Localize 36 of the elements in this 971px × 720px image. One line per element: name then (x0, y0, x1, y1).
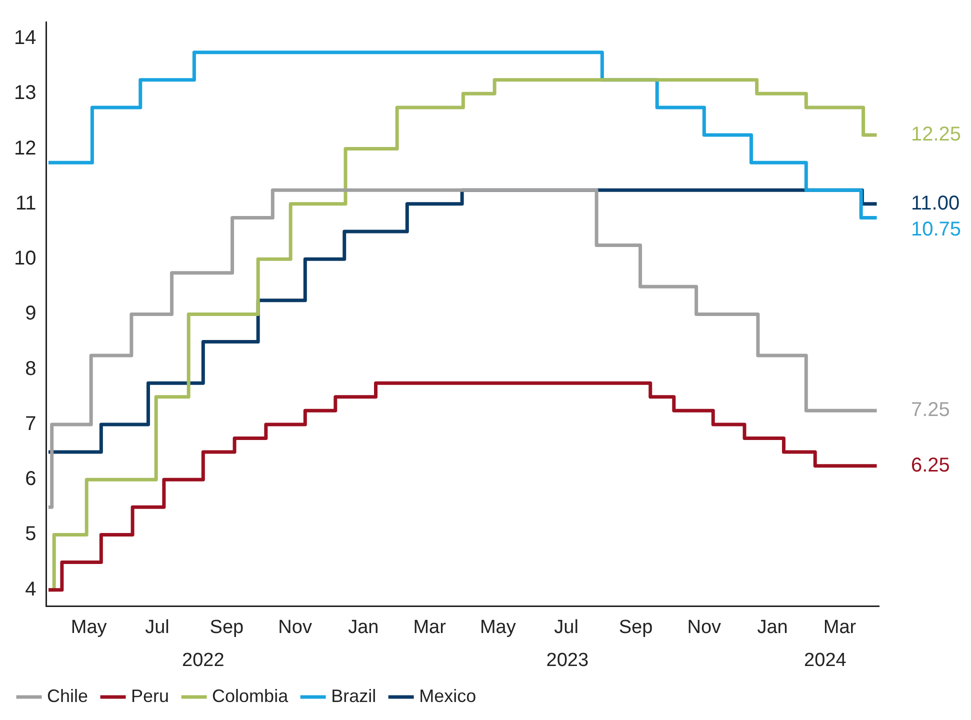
y-tick-label: 5 (25, 523, 36, 546)
x-tick-label: May (480, 617, 516, 638)
y-tick-label: 13 (14, 82, 36, 104)
x-tick-label: Nov (687, 617, 722, 638)
x-tick-label: Mar (823, 617, 857, 638)
legend-label: Colombia (212, 686, 290, 706)
x-tick-label: Jan (757, 617, 788, 638)
x2-tick-label: 2022 (182, 650, 224, 671)
legend-label: Peru (131, 686, 170, 706)
x-tick-label: Jul (554, 617, 578, 638)
data-label: 7.25 (911, 399, 950, 422)
x-tick-label: May (70, 617, 108, 638)
y-tick-label: 4 (25, 578, 36, 600)
y-tick-label: 8 (25, 358, 36, 380)
legend-label: Mexico (419, 686, 476, 706)
x-tick-label: Jul (145, 617, 170, 638)
y-tick-label: 9 (25, 302, 36, 325)
y-tick-label: 12 (14, 137, 36, 160)
data-label: 10.75 (911, 218, 962, 240)
y-tick-label: 10 (14, 248, 36, 270)
x2-tick-label: 2024 (804, 650, 847, 671)
data-label: 11.00 (911, 192, 960, 214)
x-tick-label: Nov (278, 617, 312, 638)
legend-label: Brazil (331, 686, 376, 706)
y-tick-label: 6 (25, 468, 36, 490)
legend-label: Chile (47, 686, 88, 706)
y-tick-label: 7 (25, 412, 36, 435)
x2-tick-label: 2023 (546, 650, 589, 671)
x-tick-label: Sep (618, 617, 653, 638)
data-label: 12.25 (911, 124, 962, 146)
x-tick-label: Jan (348, 617, 379, 638)
y-tick-label: 14 (14, 27, 36, 50)
x-tick-label: Mar (413, 617, 447, 638)
data-label: 6.25 (911, 454, 950, 476)
y-tick-label: 11 (15, 192, 36, 214)
x-tick-label: Sep (210, 617, 244, 638)
